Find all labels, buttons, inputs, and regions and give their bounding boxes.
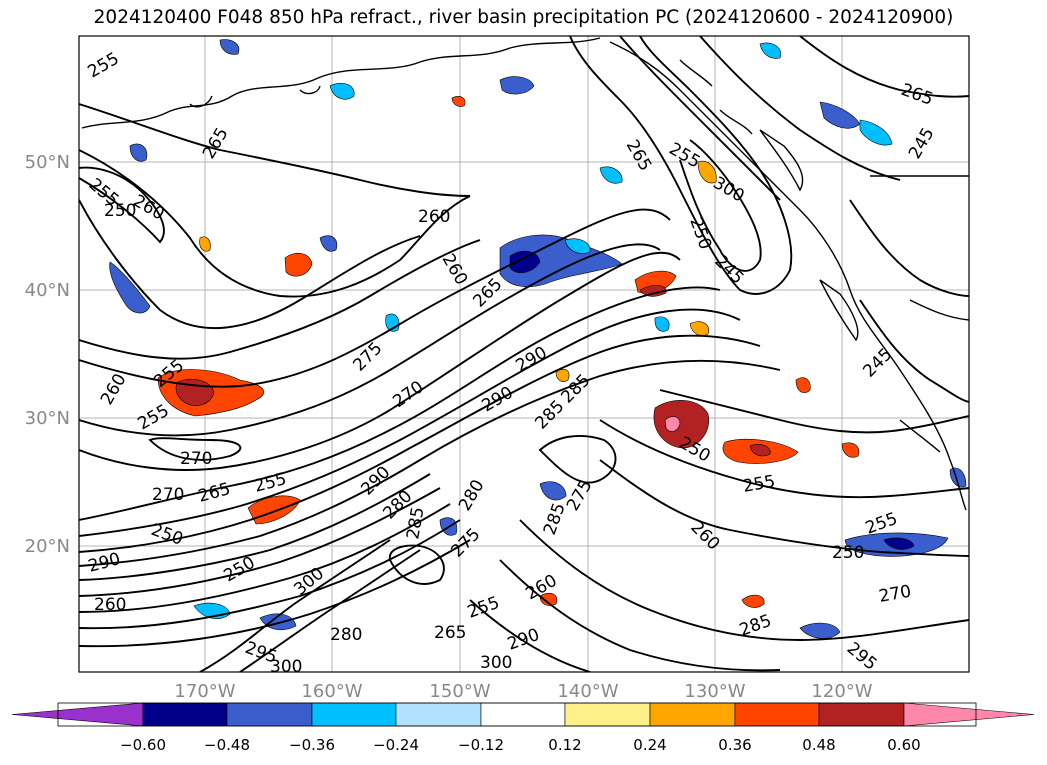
lon-label: 130°W xyxy=(684,681,745,702)
colorbar-segment xyxy=(734,702,820,727)
colorbar-segment xyxy=(564,702,651,727)
precip-patch xyxy=(654,316,670,332)
precip-patch xyxy=(741,594,765,608)
precip-patch xyxy=(599,166,623,184)
precip-patch xyxy=(841,442,860,458)
contour-label: 300 xyxy=(270,657,302,677)
latitude-labels: 50°N 40°N 30°N 20°N xyxy=(25,152,70,557)
precip-patch xyxy=(883,537,915,550)
lon-label: 150°W xyxy=(429,681,490,702)
precip-patch xyxy=(219,39,240,55)
precip-patch xyxy=(539,481,567,501)
colorbar-segment xyxy=(226,702,313,727)
colorbar-tick-label: 0.24 xyxy=(633,736,666,754)
contour-label: 270 xyxy=(152,485,184,505)
lat-label: 30°N xyxy=(25,408,70,429)
colorbar-tick-label: −0.60 xyxy=(120,736,166,754)
precip-patch xyxy=(109,261,151,314)
precip-patch xyxy=(555,368,570,382)
lat-label: 20°N xyxy=(25,536,70,557)
colorbar-segment xyxy=(395,702,482,727)
colorbar: −0.60 −0.48 −0.36 −0.24 −0.12 0.12 0.24 … xyxy=(11,702,1035,754)
map-title: 2024120400 F048 850 hPa refract., river … xyxy=(93,7,954,28)
lat-label: 50°N xyxy=(25,152,70,173)
contour-label: 250 xyxy=(104,201,136,221)
precip-patch xyxy=(795,377,811,393)
colorbar-extend-high xyxy=(903,702,1035,727)
contour-label: 270 xyxy=(180,449,212,469)
precip-patch xyxy=(859,119,893,146)
colorbar-segment xyxy=(142,702,228,727)
colorbar-tick-label: −0.36 xyxy=(289,736,335,754)
lon-label: 160°W xyxy=(301,681,362,702)
refractivity-contours xyxy=(79,36,969,672)
colorbar-segment xyxy=(311,702,397,727)
colorbar-segments xyxy=(11,702,1035,727)
precip-patch xyxy=(697,160,717,184)
contour-label: 260 xyxy=(418,207,450,227)
precip-patch xyxy=(539,592,558,606)
precip-patch xyxy=(689,321,710,336)
precip-patch xyxy=(653,399,710,449)
colorbar-tick-label: 0.60 xyxy=(887,736,920,754)
lon-label: 140°W xyxy=(557,681,618,702)
contour-label: 280 xyxy=(330,625,362,645)
lat-label: 40°N xyxy=(25,280,70,301)
contour-label: 260 xyxy=(94,595,126,615)
precip-patch xyxy=(284,252,313,277)
colorbar-ticks: −0.60 −0.48 −0.36 −0.24 −0.12 0.12 0.24 … xyxy=(120,736,921,754)
longitude-labels: 170°W 160°W 150°W 140°W 130°W 120°W xyxy=(174,681,872,702)
colorbar-segment xyxy=(818,702,905,727)
precip-patch xyxy=(319,235,338,252)
precip-patch xyxy=(509,250,541,274)
colorbar-tick-label: 0.12 xyxy=(548,736,581,754)
colorbar-tick-label: −0.48 xyxy=(204,736,250,754)
precip-patch xyxy=(664,416,681,432)
colorbar-extend-low xyxy=(11,702,144,727)
colorbar-segment xyxy=(649,702,736,727)
contour-label: 250 xyxy=(832,543,864,563)
precipitation-patches xyxy=(109,39,967,639)
precip-patch xyxy=(451,96,466,107)
colorbar-tick-label: −0.12 xyxy=(458,736,504,754)
precip-patch xyxy=(129,143,148,162)
colorbar-tick-label: −0.24 xyxy=(373,736,419,754)
precip-patch xyxy=(329,83,355,100)
precip-patch xyxy=(499,76,535,95)
colorbar-segment xyxy=(480,702,566,727)
map-frame xyxy=(78,35,970,673)
lon-label: 120°W xyxy=(811,681,872,702)
precip-patch xyxy=(199,236,211,252)
precip-patch xyxy=(564,238,591,254)
lon-label: 170°W xyxy=(174,681,235,702)
contour-label: 265 xyxy=(434,623,466,643)
colorbar-tick-label: 0.48 xyxy=(802,736,835,754)
colorbar-tick-label: 0.36 xyxy=(718,736,751,754)
colorbar-frame xyxy=(57,702,977,727)
map-plot-area: 255 265 255 250 260 260 260 265 265 255 … xyxy=(79,36,969,677)
precip-patch xyxy=(799,622,841,639)
precip-patch xyxy=(759,42,782,59)
precip-patch xyxy=(749,444,771,457)
contour-label: 300 xyxy=(480,653,512,673)
